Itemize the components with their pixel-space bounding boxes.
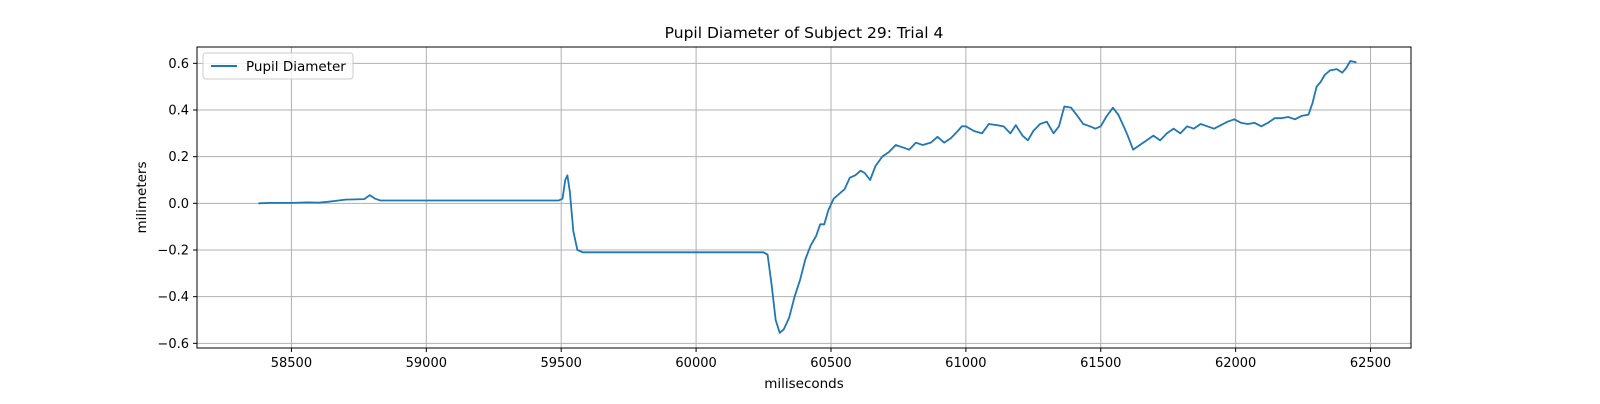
legend: Pupil Diameter bbox=[202, 52, 354, 80]
grid-lines bbox=[197, 47, 1411, 348]
y-axis-label: milimeters bbox=[134, 161, 150, 233]
x-tick-label: 61500 bbox=[1080, 356, 1121, 371]
x-tick-label: 60000 bbox=[675, 356, 716, 371]
series-line-0 bbox=[258, 60, 1357, 334]
y-tick-label: 0.2 bbox=[168, 150, 189, 165]
axis-ticks: 58500 59000 59500 60000 60500 61000 61500 62000… bbox=[157, 57, 1391, 371]
chart-title: Pupil Diameter of Subject 29: Trial 4 bbox=[665, 24, 944, 42]
y-tick-label: −0.2 bbox=[157, 244, 189, 259]
x-tick-label: 62000 bbox=[1215, 356, 1256, 371]
legend-label: Pupil Diameter bbox=[246, 59, 346, 75]
legend-box bbox=[202, 52, 354, 80]
x-axis-label: miliseconds bbox=[764, 376, 844, 392]
x-tick-label: 60500 bbox=[810, 356, 851, 371]
y-tick-label: 0.4 bbox=[168, 104, 189, 119]
x-tick-label: 59000 bbox=[406, 356, 447, 371]
x-tick-label: 62500 bbox=[1350, 356, 1391, 371]
x-tick-label: 61000 bbox=[945, 356, 986, 371]
y-tick-label: 0.0 bbox=[168, 197, 189, 212]
series-layer bbox=[258, 60, 1357, 334]
y-tick-label: 0.6 bbox=[168, 57, 189, 72]
x-tick-label: 58500 bbox=[271, 356, 312, 371]
y-tick-label: −0.6 bbox=[157, 337, 189, 352]
x-tick-label: 59500 bbox=[541, 356, 582, 371]
y-tick-label: −0.4 bbox=[157, 290, 189, 305]
plot-area-frame bbox=[196, 46, 1412, 349]
